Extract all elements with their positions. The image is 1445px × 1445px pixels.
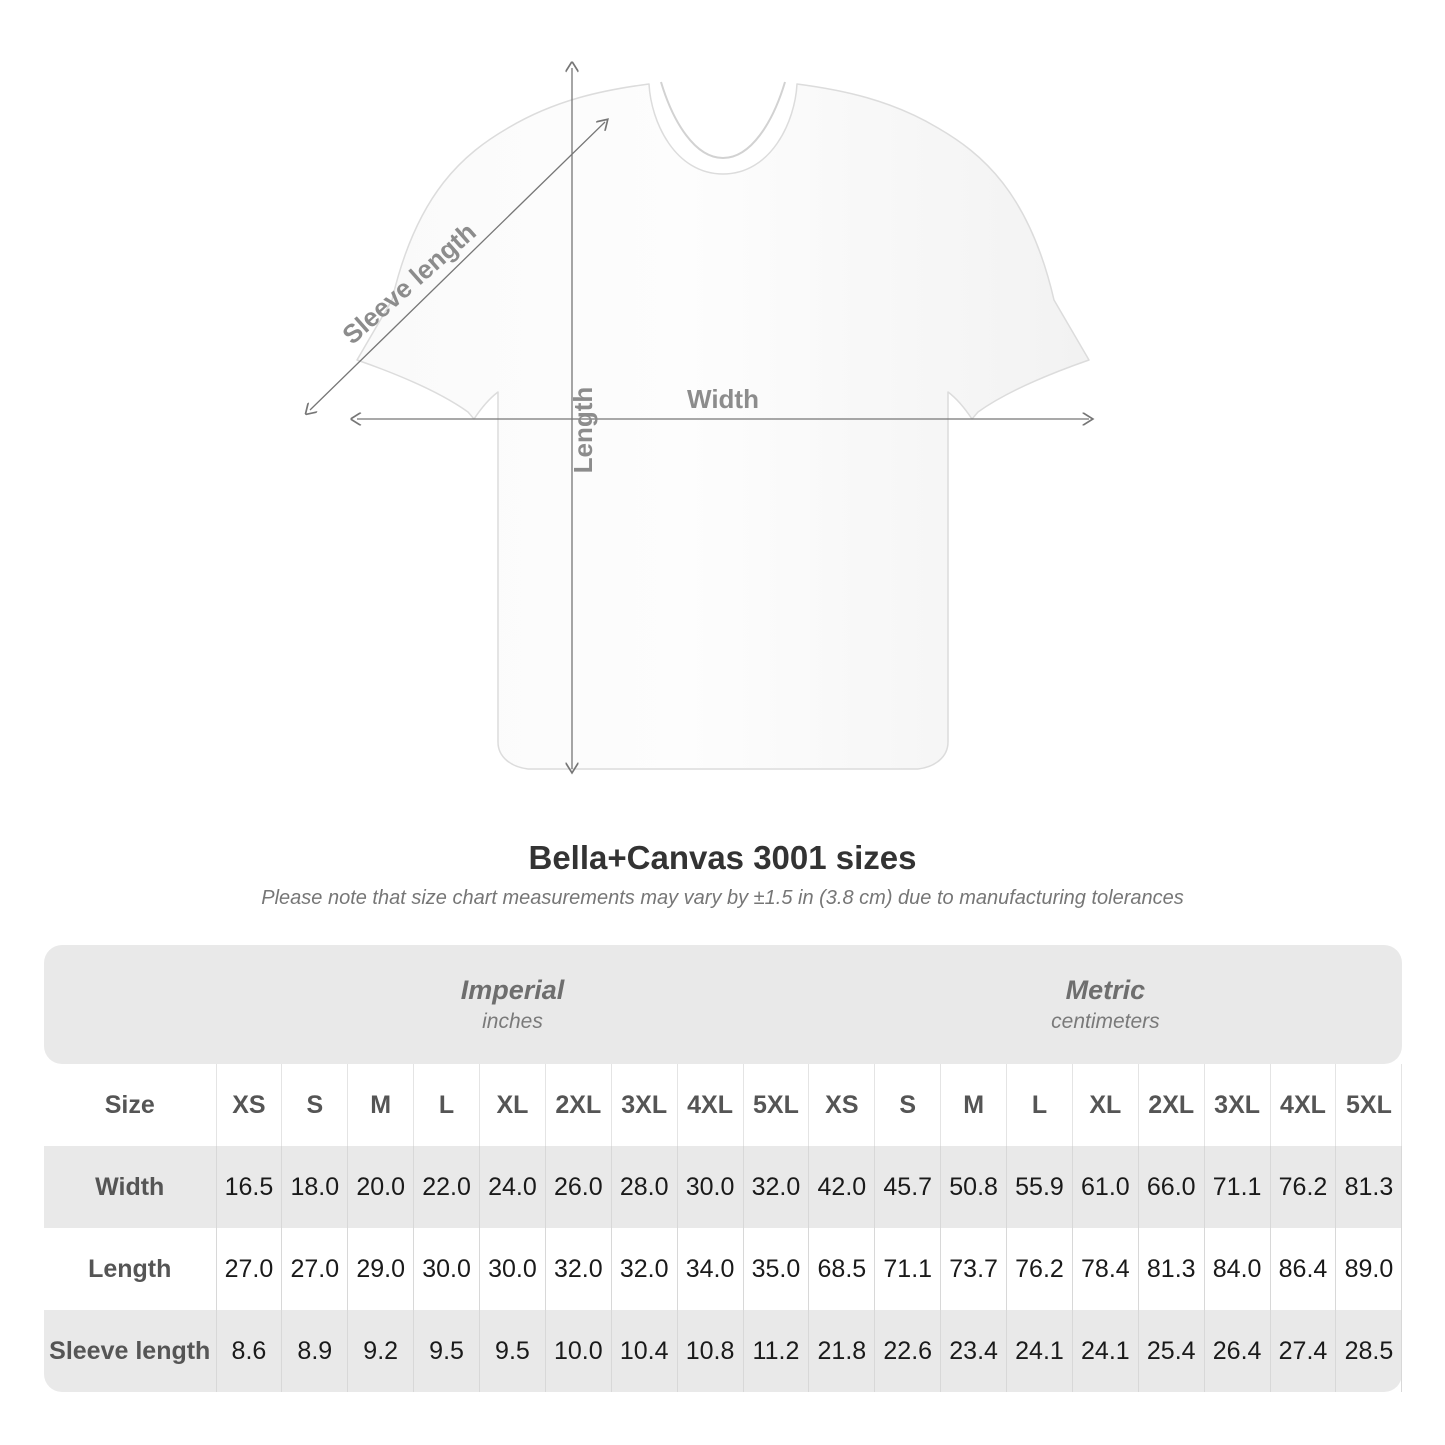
svg-text:Width: Width — [687, 384, 759, 414]
svg-text:Length: Length — [568, 387, 598, 474]
